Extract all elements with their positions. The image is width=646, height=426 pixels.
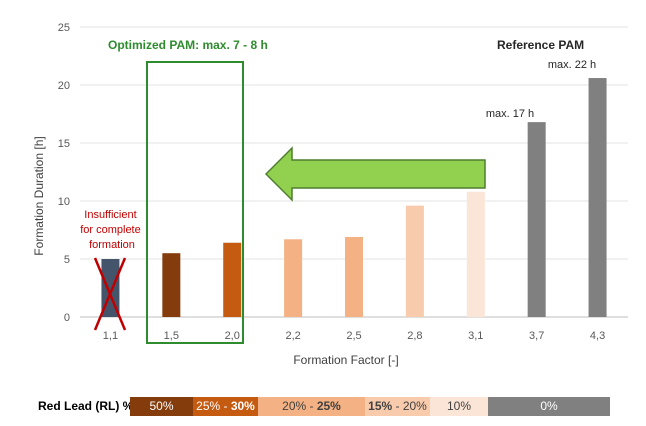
legend-segment: 50%	[130, 397, 193, 416]
y-tick-label: 5	[64, 254, 70, 266]
legend-segment-text: 25% -	[196, 399, 231, 413]
x-tick-label: 4,3	[590, 330, 605, 342]
bar-2-8	[405, 205, 424, 317]
legend-segment-text: 25%	[316, 399, 341, 413]
optimized-pam-label: Optimized PAM: max. 7 - 8 h	[108, 38, 268, 52]
legend-label: Red Lead (RL) %	[38, 399, 134, 413]
legend-segment-text: - 20%	[392, 399, 427, 413]
bar-4-3	[588, 78, 607, 317]
reference-pam-label: Reference PAM	[497, 38, 584, 52]
x-axis-ticks: 1,1 1,5 2,0 2,2 2,5 2,8 3,1 3,7 4,3	[103, 330, 605, 342]
bars	[101, 78, 607, 318]
y-axis-ticks: 0 5 10 15 20 25	[58, 22, 70, 324]
insufficient-annotation: Insufficient for complete formation	[80, 209, 144, 251]
red-lead-legend: Red Lead (RL) % 50% 25% - 30% 20% - 25% 15%…	[0, 397, 646, 417]
x-tick-label: 3,7	[529, 330, 544, 342]
y-tick-label: 15	[58, 138, 70, 150]
bar-chart: 0 5 10 15 20 25 1,1 1,5 2,0 2,2 2,5 2,8 3,1 3,7 4,3 I…	[32, 22, 628, 367]
x-tick-label: 2,2	[285, 330, 300, 342]
legend-segment-text: 0%	[540, 399, 558, 413]
y-tick-label: 25	[58, 22, 70, 34]
x-tick-label: 2,5	[346, 330, 361, 342]
y-axis-title: Formation Duration [h]	[32, 136, 46, 255]
x-tick-label: 2,8	[407, 330, 422, 342]
legend-segment: 20% - 25%	[258, 397, 365, 416]
legend-segment: 25% - 30%	[193, 397, 258, 416]
optimization-arrow	[264, 146, 486, 202]
bar-2-0	[223, 242, 242, 317]
x-tick-label: 1,5	[164, 330, 179, 342]
legend-segment-text: 50%	[149, 399, 174, 413]
bar-2-5	[345, 236, 363, 317]
bar-2-2	[284, 239, 303, 317]
x-axis-title: Formation Factor [-]	[293, 353, 398, 367]
legend-segment-text: 15%	[368, 399, 393, 413]
y-tick-label: 10	[58, 196, 70, 208]
x-tick-label: 1,1	[103, 330, 118, 342]
bar-3-1	[466, 191, 485, 317]
legend-segment-text: 10%	[446, 399, 472, 413]
insufficient-cross	[93, 257, 127, 331]
max-17-label: max. 17 h	[486, 108, 534, 120]
legend-segment-text: 30%	[230, 399, 255, 413]
max-22-label: max. 22 h	[548, 59, 596, 71]
bar-3-7	[527, 122, 546, 318]
y-tick-label: 0	[64, 312, 70, 324]
legend-segment: 0%	[488, 397, 610, 416]
legend-segment-text: 20% -	[282, 399, 317, 413]
x-tick-label: 3,1	[468, 330, 483, 342]
bar-1-5	[162, 253, 181, 317]
legend-segment: 15% - 20%	[365, 397, 430, 416]
legend-segment: 10%	[430, 397, 488, 416]
x-tick-label: 2,0	[225, 330, 240, 342]
optimized-pam-box	[146, 61, 244, 344]
y-tick-label: 20	[58, 80, 70, 92]
